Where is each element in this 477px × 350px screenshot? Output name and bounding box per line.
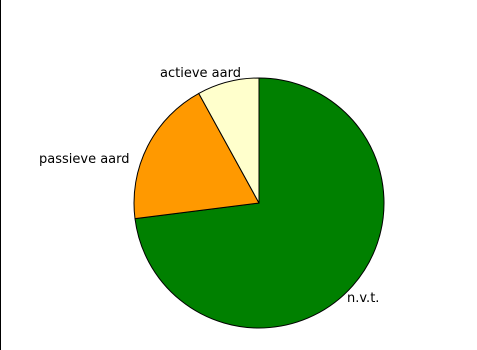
slice-label-actieve-aard: actieve aard — [160, 66, 241, 81]
slice-label-passieve-aard: passieve aard — [39, 152, 130, 167]
pie-slice-passieve-aard — [133, 92, 260, 220]
slices-layer — [133, 77, 385, 329]
slice-label-nvt: n.v.t. — [347, 291, 379, 306]
labels-layer: n.v.t. passieve aard actieve aard — [39, 66, 379, 306]
pie-slice-actieve-aard — [198, 77, 260, 204]
